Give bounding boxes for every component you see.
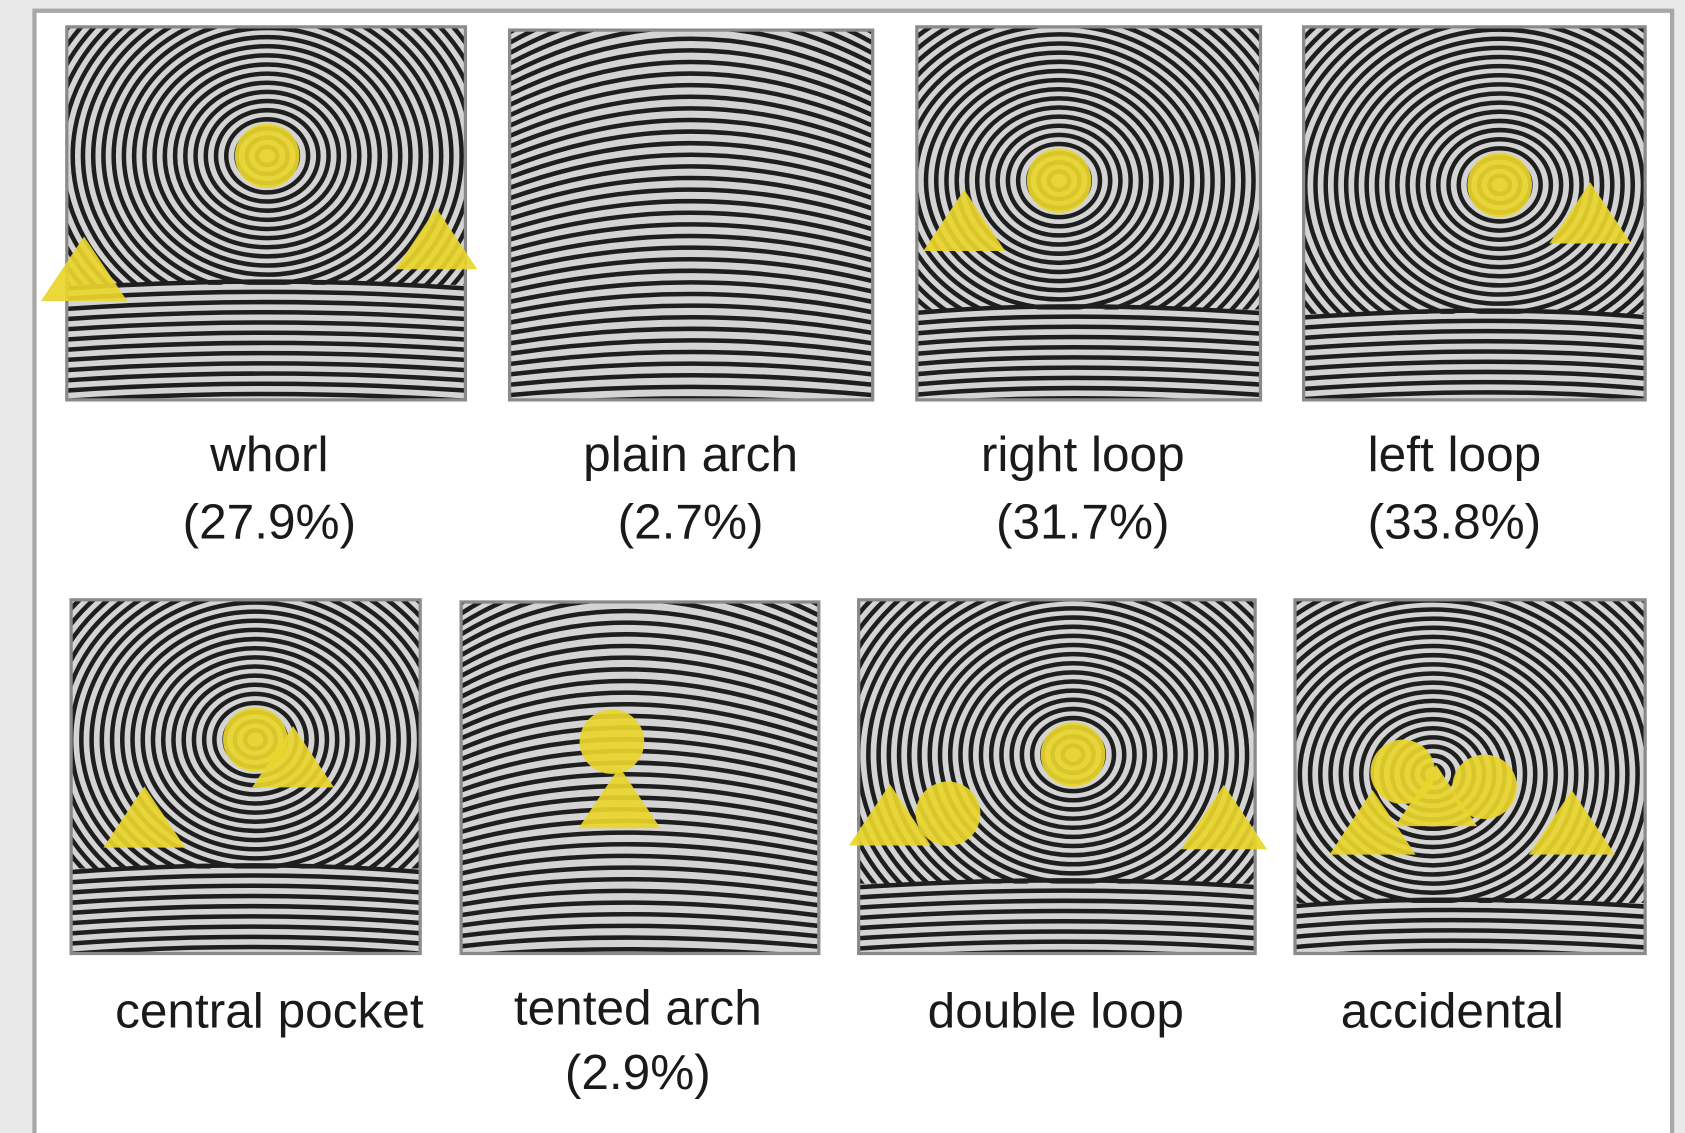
panel-label: double loop — [928, 984, 1184, 1039]
figure: whorl (27.9%) plain arch (2.7%) right loop (3… — [0, 0, 1685, 1133]
panel-label: accidental — [1341, 984, 1564, 1039]
core-marker — [1027, 148, 1092, 212]
panel-label: plain arch — [583, 427, 798, 482]
panel-percent: (33.8%) — [1368, 495, 1542, 550]
core-marker — [916, 781, 981, 845]
panel-percent: (2.7%) — [618, 495, 764, 550]
panel-percent: (27.9%) — [183, 495, 357, 550]
core-marker — [1467, 153, 1532, 217]
fingerprint — [499, 0, 884, 457]
panel-label: left loop — [1368, 427, 1542, 482]
panel-label: tented arch — [514, 980, 762, 1035]
fingerprint — [450, 553, 829, 1009]
page: {"panels": [ {"label": "whorl", "percent… — [0, 0, 1685, 1133]
core-marker — [1041, 722, 1106, 786]
panel-label: whorl — [209, 427, 328, 482]
core-marker — [580, 709, 645, 773]
core-marker — [235, 124, 300, 188]
panel-percent: (2.9%) — [565, 1045, 711, 1100]
panel-label: central pocket — [115, 984, 424, 1039]
panel-label: right loop — [981, 427, 1185, 482]
panel-percent: (31.7%) — [996, 495, 1170, 550]
